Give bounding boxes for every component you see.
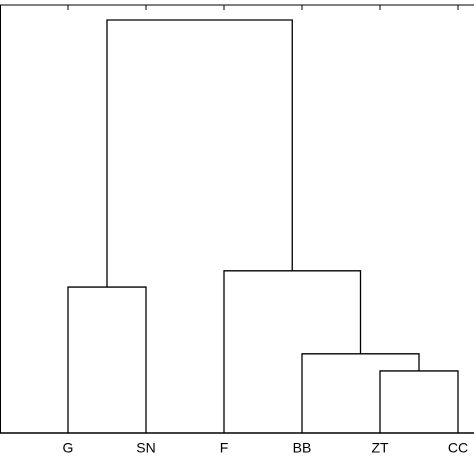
leaf-label: BB — [293, 440, 312, 456]
leaf-label: SN — [136, 440, 155, 456]
leaf-label: G — [63, 440, 74, 456]
leaf-label: F — [220, 440, 229, 456]
link — [223, 270, 362, 433]
link — [67, 286, 147, 433]
link — [379, 370, 459, 433]
link — [301, 353, 420, 433]
link — [106, 19, 293, 288]
leaf-label: CC — [448, 440, 468, 456]
leaf-label: ZT — [371, 440, 389, 456]
